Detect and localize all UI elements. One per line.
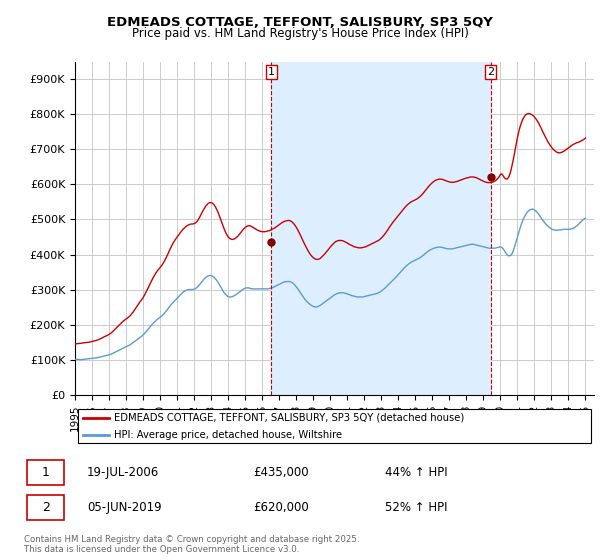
Text: 1: 1 <box>42 466 50 479</box>
Text: 52% ↑ HPI: 52% ↑ HPI <box>385 501 448 514</box>
FancyBboxPatch shape <box>27 496 64 520</box>
FancyBboxPatch shape <box>77 409 592 444</box>
Text: EDMEADS COTTAGE, TEFFONT, SALISBURY, SP3 5QY (detached house): EDMEADS COTTAGE, TEFFONT, SALISBURY, SP3… <box>114 413 464 423</box>
Text: EDMEADS COTTAGE, TEFFONT, SALISBURY, SP3 5QY: EDMEADS COTTAGE, TEFFONT, SALISBURY, SP3… <box>107 16 493 29</box>
Bar <box>271 62 491 395</box>
Text: 1: 1 <box>268 67 275 77</box>
Text: HPI: Average price, detached house, Wiltshire: HPI: Average price, detached house, Wilt… <box>114 430 342 440</box>
FancyBboxPatch shape <box>27 460 64 484</box>
Text: 19-JUL-2006: 19-JUL-2006 <box>87 466 159 479</box>
Text: 05-JUN-2019: 05-JUN-2019 <box>87 501 161 514</box>
Text: 2: 2 <box>42 501 50 514</box>
Text: Price paid vs. HM Land Registry's House Price Index (HPI): Price paid vs. HM Land Registry's House … <box>131 27 469 40</box>
Text: Contains HM Land Registry data © Crown copyright and database right 2025.
This d: Contains HM Land Registry data © Crown c… <box>24 535 359 554</box>
Text: 44% ↑ HPI: 44% ↑ HPI <box>385 466 448 479</box>
Text: £620,000: £620,000 <box>253 501 309 514</box>
Text: 2: 2 <box>487 67 494 77</box>
Text: £435,000: £435,000 <box>253 466 309 479</box>
